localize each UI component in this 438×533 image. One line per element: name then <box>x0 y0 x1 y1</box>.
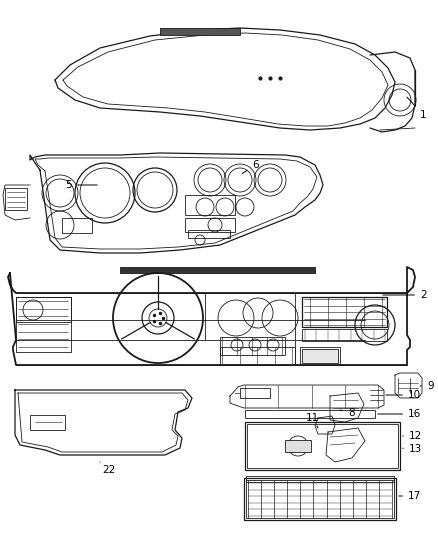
Bar <box>285 440 311 452</box>
Bar <box>62 218 92 233</box>
Bar <box>220 347 295 365</box>
Text: 16: 16 <box>378 409 421 419</box>
Bar <box>246 476 394 482</box>
Bar <box>246 480 394 518</box>
Bar <box>16 297 71 352</box>
Text: 17: 17 <box>399 491 421 501</box>
Text: 22: 22 <box>100 462 115 475</box>
Bar <box>247 424 398 468</box>
Bar <box>160 28 240 35</box>
Bar <box>302 297 387 327</box>
Text: 8: 8 <box>340 408 355 418</box>
Bar <box>244 478 396 520</box>
Bar <box>185 195 235 215</box>
Bar <box>120 267 315 273</box>
Bar <box>16 297 71 322</box>
Text: 2: 2 <box>383 290 427 300</box>
Text: 13: 13 <box>403 444 422 454</box>
Bar <box>240 388 270 398</box>
Text: 9: 9 <box>420 381 434 391</box>
Text: 1: 1 <box>407 97 427 120</box>
Bar <box>245 410 375 418</box>
Text: 10: 10 <box>386 390 421 400</box>
Text: 12: 12 <box>403 431 422 441</box>
Bar <box>30 415 65 430</box>
Bar <box>302 349 338 363</box>
Bar <box>302 329 387 341</box>
Bar <box>300 347 340 365</box>
Text: 11: 11 <box>306 413 319 428</box>
Bar <box>220 337 285 355</box>
Text: 5: 5 <box>65 180 97 190</box>
Bar <box>185 218 235 232</box>
Bar <box>5 188 27 210</box>
Text: 6: 6 <box>242 160 258 173</box>
Bar <box>188 230 230 238</box>
Bar <box>245 422 400 470</box>
